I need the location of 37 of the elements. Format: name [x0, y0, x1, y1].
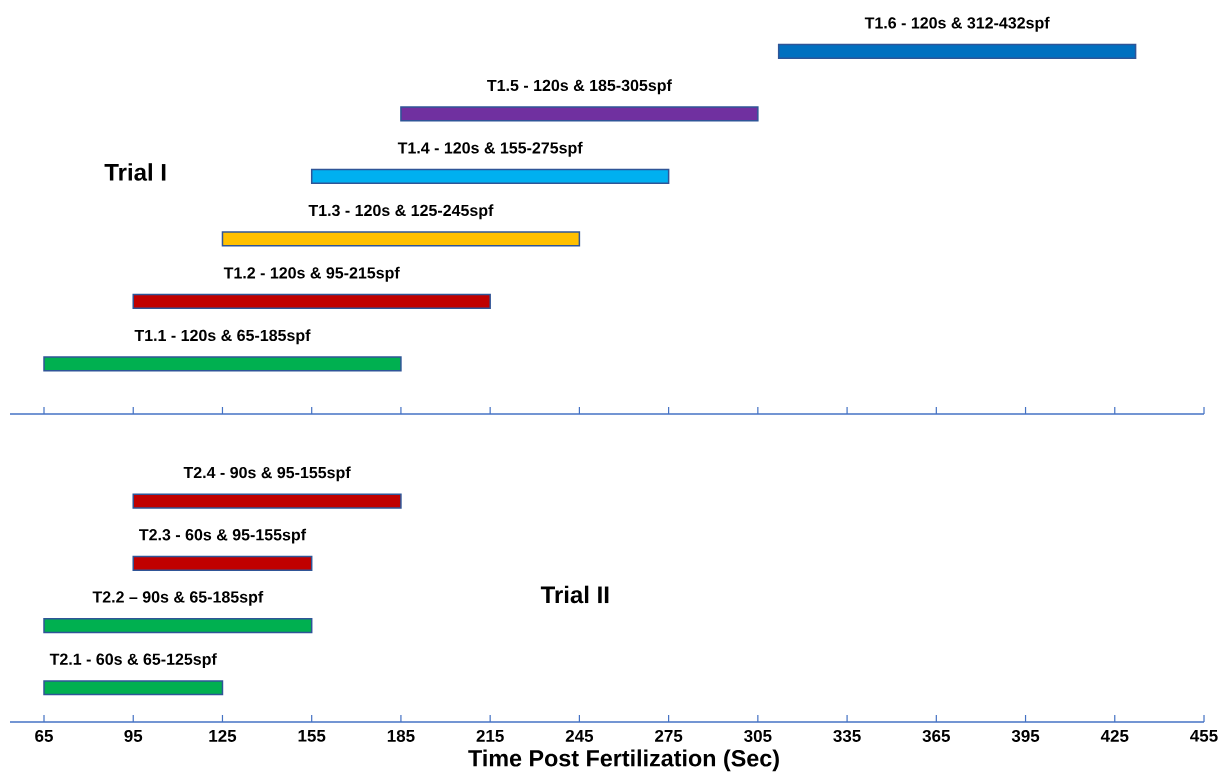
x-tick-label: 365 [922, 729, 950, 742]
x-tick-label: 65 [35, 729, 53, 742]
x-tick-label: 425 [1100, 729, 1129, 742]
y-tick-label: T2.2 – 90s & 65-185spf [92, 590, 264, 606]
x-tick-label: 125 [209, 729, 237, 742]
x-tick-label: 95 [124, 729, 143, 742]
bar [132, 293, 491, 310]
bar [43, 356, 402, 372]
bar [400, 106, 759, 122]
x-tick-label: 185 [387, 729, 415, 742]
bar [43, 680, 224, 696]
annotation: Trial I [104, 163, 166, 181]
y-tick-label: T1.5 - 120s & 185-305spf [487, 79, 672, 95]
x-tick-label: 245 [565, 729, 594, 742]
bar [132, 555, 313, 571]
x-tick-label: 335 [833, 729, 861, 742]
x-tick-label: 275 [655, 729, 683, 742]
y-tick-label: T1.1 - 120s & 65-185spf [134, 329, 311, 345]
bar [777, 43, 1137, 60]
bar [221, 231, 581, 247]
x-tick-label: 215 [476, 729, 504, 742]
y-tick-label: T1.6 - 120s & 312-432spf [864, 16, 1050, 32]
y-tick-label: T2.3 - 60s & 95-155spf [139, 528, 307, 544]
x-tick-label: 305 [744, 729, 772, 742]
bar [310, 168, 670, 185]
bar [43, 617, 313, 634]
bar [132, 493, 402, 509]
y-tick-label: T1.3 - 120s & 125-245spf [308, 204, 494, 220]
x-tick-label: 455 [1190, 729, 1218, 742]
x-axis-title: Time Post Fertilization (Sec) [468, 749, 779, 772]
y-tick-label: T1.2 - 120s & 95-215spf [223, 266, 400, 282]
annotation: Trial II [540, 585, 609, 604]
y-tick-label: T2.4 - 90s & 95-155spf [183, 466, 351, 482]
y-tick-label: T2.1 - 60s & 65-125spf [49, 653, 217, 669]
x-tick-label: 155 [298, 729, 326, 742]
x-tick-label: 395 [1011, 729, 1040, 742]
y-tick-label: T1.4 - 120s & 155-275spf [397, 141, 583, 157]
